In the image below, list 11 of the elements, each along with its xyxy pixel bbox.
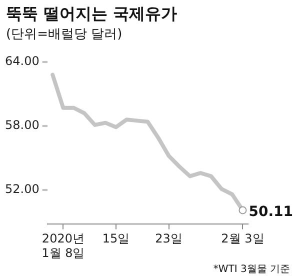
x-tick-label: 15일 xyxy=(102,232,130,246)
y-tick-label: 58.00 xyxy=(4,118,40,132)
y-tick-label: 52.00 xyxy=(4,182,40,196)
x-tick-label: 2월 3일 xyxy=(221,232,264,246)
x-tick-label: 2020년 1월 8일 xyxy=(42,232,85,260)
x-tick-label: 23일 xyxy=(155,232,182,246)
chart-title: 뚝뚝 떨어지는 국제유가 xyxy=(6,4,178,25)
chart-subtitle: (단위=배럴당 달러) xyxy=(6,26,122,43)
y-tick-label: 64.00 xyxy=(4,54,40,68)
annotation: 50.11 xyxy=(248,204,294,220)
text: *WTI 3월물 기준 xyxy=(213,263,290,276)
